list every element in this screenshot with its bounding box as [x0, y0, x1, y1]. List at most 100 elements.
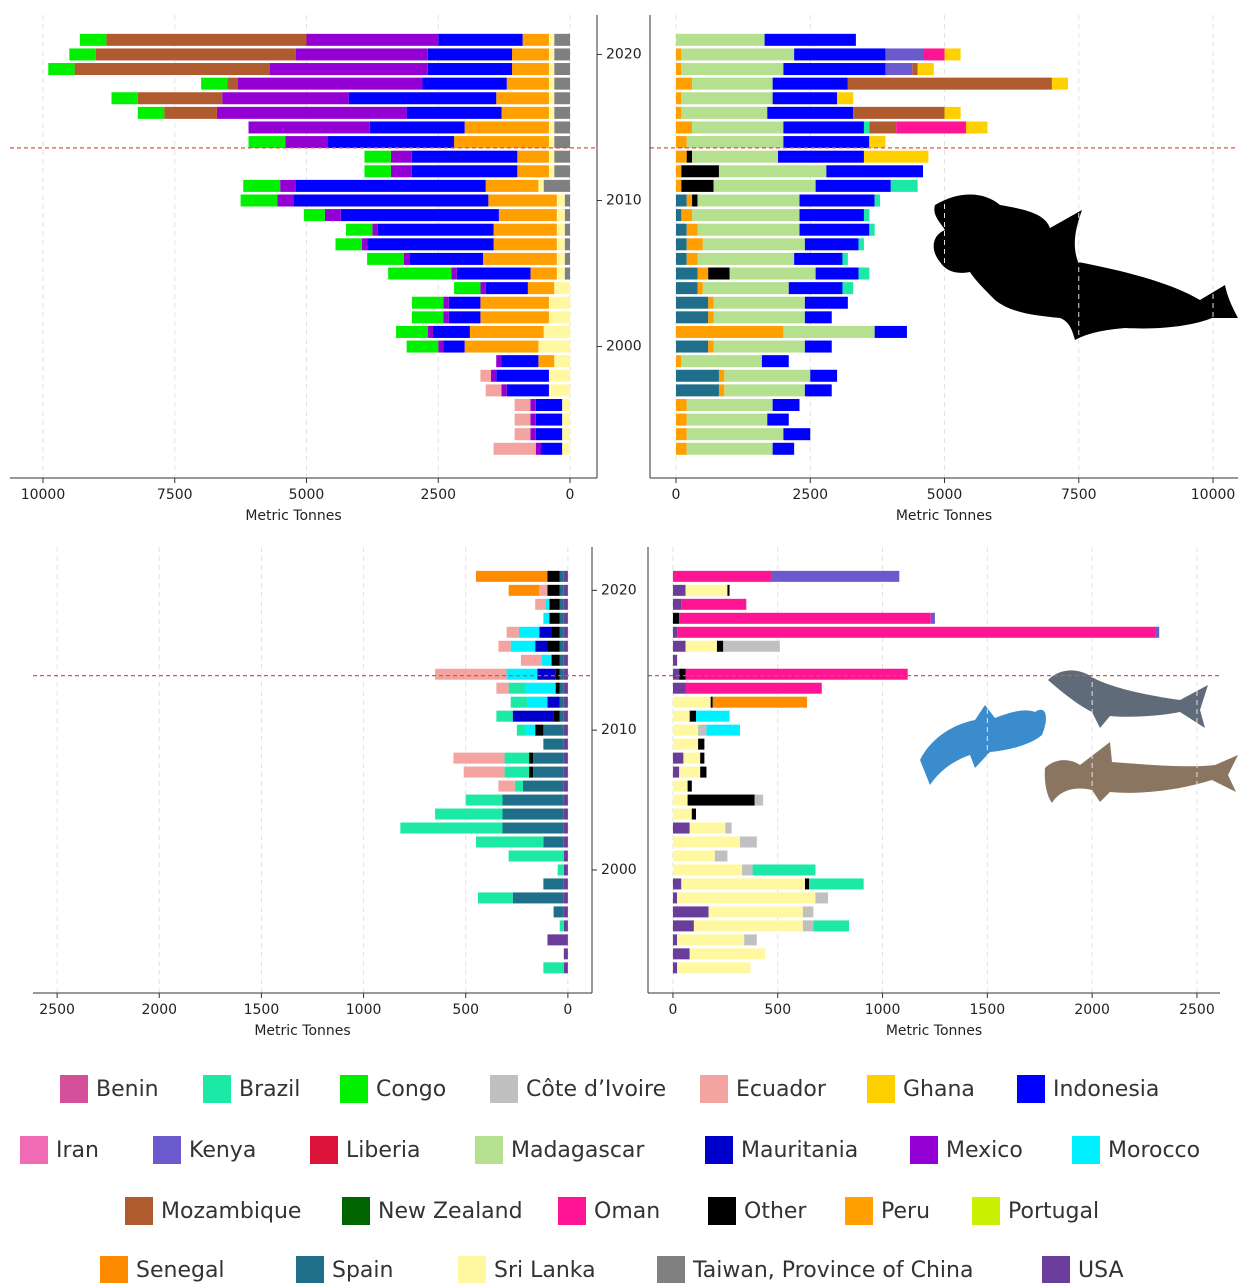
- bar-segment: [672, 640, 686, 652]
- bar-segment: [559, 920, 564, 932]
- bar-segment: [563, 640, 568, 652]
- bar-segment: [563, 682, 568, 694]
- x-tick-label: 0: [672, 487, 681, 503]
- bar-segment: [917, 63, 934, 76]
- bar-segment: [778, 150, 864, 163]
- bar-segment: [564, 223, 571, 236]
- bar-segment: [508, 682, 525, 694]
- legend-label: Brazil: [239, 1077, 300, 1102]
- bar-segment: [675, 209, 682, 222]
- x-tick-label: 5000: [289, 487, 325, 503]
- legend-swatch: [1042, 1256, 1070, 1283]
- bar-segment: [672, 836, 741, 848]
- bar-segment: [137, 92, 223, 105]
- bar-segment: [559, 710, 564, 722]
- bar-segment: [863, 150, 929, 163]
- legend-label: Morocco: [1108, 1138, 1200, 1163]
- bar-segment: [692, 209, 800, 222]
- bar-segment: [554, 77, 571, 90]
- bar-segment: [243, 179, 281, 192]
- bar-segment: [563, 654, 568, 666]
- bar-segment: [742, 864, 753, 876]
- bar-segment: [675, 384, 719, 397]
- bar-segment: [545, 598, 550, 610]
- legend-swatch: [203, 1075, 231, 1103]
- bar-segment: [111, 92, 138, 105]
- bar-segment: [506, 77, 549, 90]
- bar-segment: [869, 136, 886, 149]
- bar-segment: [708, 340, 714, 353]
- bar-segment: [280, 179, 296, 192]
- bar-segment: [686, 428, 784, 441]
- legend-swatch: [1017, 1075, 1045, 1103]
- bar-segment: [672, 850, 715, 862]
- bar-segment: [718, 369, 725, 382]
- bar-segment: [708, 906, 803, 918]
- bar-segment: [74, 63, 270, 76]
- legend-label: Ecuador: [736, 1077, 827, 1102]
- legend-label: Liberia: [346, 1138, 421, 1163]
- bar-segment: [406, 340, 439, 353]
- legend-label: Peru: [881, 1199, 930, 1224]
- bar-segment: [697, 194, 800, 207]
- bar-segment: [675, 63, 682, 76]
- bar-segment: [483, 252, 557, 265]
- bar-segment: [858, 267, 870, 280]
- bar-segment: [527, 696, 548, 708]
- bar-segment: [794, 252, 843, 265]
- bar-segment: [443, 296, 449, 309]
- bar-segment: [563, 920, 568, 932]
- x-tick-label: 0: [668, 1002, 677, 1018]
- bar-segment: [548, 106, 555, 119]
- bar-segment: [687, 780, 692, 792]
- bar-segment: [164, 106, 217, 119]
- bar-segment: [804, 384, 832, 397]
- bar-segment: [672, 570, 772, 582]
- bar-segment: [504, 752, 530, 764]
- bar-segment: [543, 724, 564, 736]
- x-tick-label: 2000: [141, 1002, 177, 1018]
- bar-segment: [564, 194, 571, 207]
- bar-segment: [672, 948, 690, 960]
- bar-segment: [475, 836, 544, 848]
- bar-segment: [548, 63, 555, 76]
- bar-segment: [227, 77, 238, 90]
- bar-segment: [390, 165, 412, 178]
- bar-segment: [564, 209, 571, 222]
- bar-segment: [549, 598, 560, 610]
- bar-segment: [554, 282, 571, 295]
- bar-segment: [767, 413, 789, 426]
- bar-segment: [295, 48, 428, 61]
- bar-segment: [443, 311, 449, 324]
- bar-segment: [675, 106, 682, 119]
- bar-segment: [533, 766, 564, 778]
- bar-segment: [675, 150, 687, 163]
- bar-segment: [672, 654, 678, 666]
- bar-segment: [885, 48, 924, 61]
- legend-label: Oman: [594, 1199, 660, 1224]
- bar-segment: [783, 325, 875, 338]
- bar-segment: [543, 836, 564, 848]
- bar-segment: [672, 766, 680, 778]
- bar-segment: [944, 106, 961, 119]
- bar-segment: [451, 267, 457, 280]
- bar-segment: [563, 878, 568, 890]
- bar-segment: [485, 282, 528, 295]
- bar-segment: [675, 311, 709, 324]
- legend-swatch: [342, 1197, 370, 1225]
- bar-segment: [799, 223, 870, 236]
- bar-segment: [563, 864, 568, 876]
- bar-segment: [498, 640, 511, 652]
- bar-segment: [448, 296, 481, 309]
- legend-swatch: [60, 1075, 88, 1103]
- bar-segment: [377, 223, 494, 236]
- bar-segment: [692, 150, 779, 163]
- bar-segment: [815, 179, 891, 192]
- bar-segment: [672, 696, 711, 708]
- bar-segment: [488, 194, 557, 207]
- legend-label: Ghana: [903, 1077, 975, 1102]
- bar-segment: [675, 340, 709, 353]
- bar-segment: [783, 63, 886, 76]
- x-tick-label: 2500: [792, 487, 828, 503]
- bar-segment: [469, 325, 544, 338]
